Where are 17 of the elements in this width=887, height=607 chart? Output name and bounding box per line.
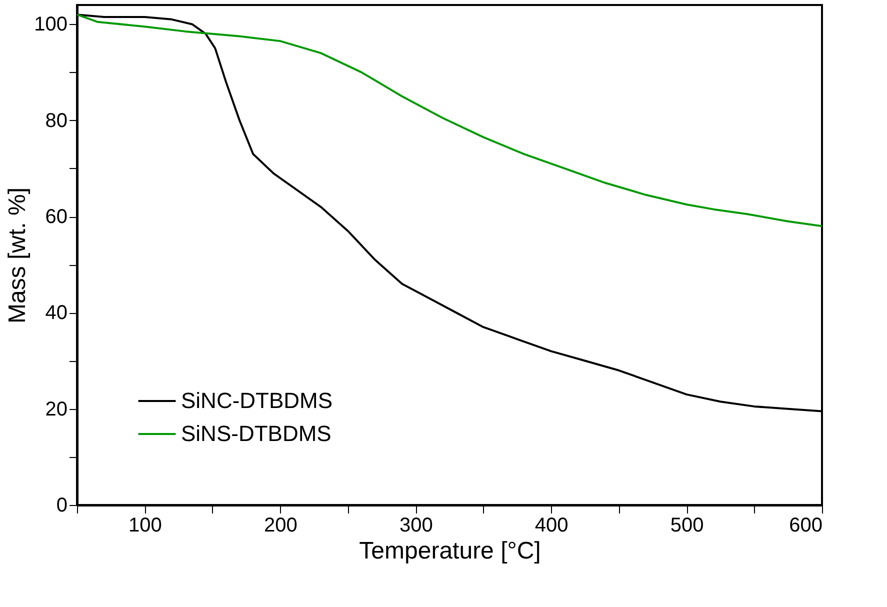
y-axis-title: Mass [wt. %] [4,187,32,324]
y-tick-label: 60 [45,206,68,228]
y-tick-label: 20 [45,398,68,420]
y-tick-label: 100 [34,14,68,36]
x-tick-label: 300 [399,514,433,536]
x-tick-label: 600 [789,514,822,536]
line-series [77,14,822,228]
x-tick-label: 500 [670,514,704,536]
x-tick-label: 200 [264,514,298,536]
x-tick-label: 400 [534,514,568,536]
x-tick-label: 100 [128,514,162,536]
y-tick-label: 0 [56,494,68,516]
legend-label: SiNC-DTBDMS [181,388,333,413]
x-axis-title: Temperature [°C] [359,538,541,564]
legend-label: SiNS-DTBDMS [181,421,332,446]
y-tick-label: 40 [45,302,68,324]
y-tick-label: 80 [45,110,68,132]
